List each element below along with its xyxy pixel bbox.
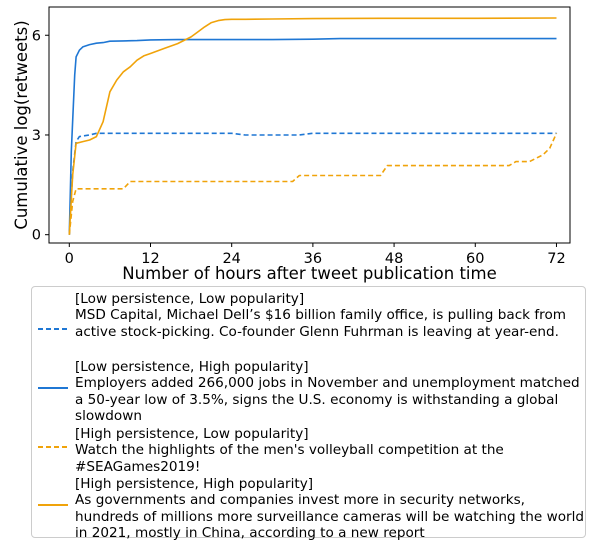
legend-swatch-solid-orange <box>38 504 68 506</box>
x-tick-label: 12 <box>141 251 159 267</box>
x-tick-label: 0 <box>65 251 74 267</box>
x-axis-ticks: 0 12 24 36 48 60 72 <box>65 243 566 267</box>
series-line-3 <box>68 17 557 235</box>
series-line-1 <box>68 37 557 235</box>
legend-label: [High persistence, High popularity] As g… <box>75 476 585 541</box>
y-tick-label: 0 <box>32 228 41 244</box>
legend-swatch-dashed-orange <box>38 446 68 448</box>
y-tick-label: 6 <box>32 28 41 44</box>
x-tick-label: 36 <box>304 251 322 267</box>
x-tick-label: 72 <box>547 251 565 267</box>
y-axis-ticks: 0 3 6 <box>32 28 49 244</box>
legend-label: [High persistence, Low popularity] Watch… <box>75 426 504 475</box>
x-tick-label: 48 <box>385 251 403 267</box>
x-tick-label: 24 <box>222 251 240 267</box>
x-tick-label: 60 <box>466 251 484 267</box>
x-axis-label: Number of hours after tweet publication … <box>122 264 496 283</box>
legend-label: [Low persistence, Low popularity] MSD Ca… <box>75 291 567 340</box>
legend-swatch-solid-blue <box>38 387 68 389</box>
series-line-2 <box>68 132 558 235</box>
legend-label: [Low persistence, High popularity] Emplo… <box>75 359 580 424</box>
series-layer <box>68 17 558 235</box>
y-axis-label: Cumulative log(retweets) <box>12 20 31 229</box>
legend-swatch-dashed-blue <box>38 328 68 330</box>
plot-area <box>48 6 571 244</box>
legend: [Low persistence, Low popularity] MSD Ca… <box>31 286 586 541</box>
y-tick-label: 3 <box>32 128 41 144</box>
line-chart: 0 12 24 36 48 60 72 036 Number of hours after … <box>12 6 571 283</box>
series-line-0 <box>68 132 557 235</box>
